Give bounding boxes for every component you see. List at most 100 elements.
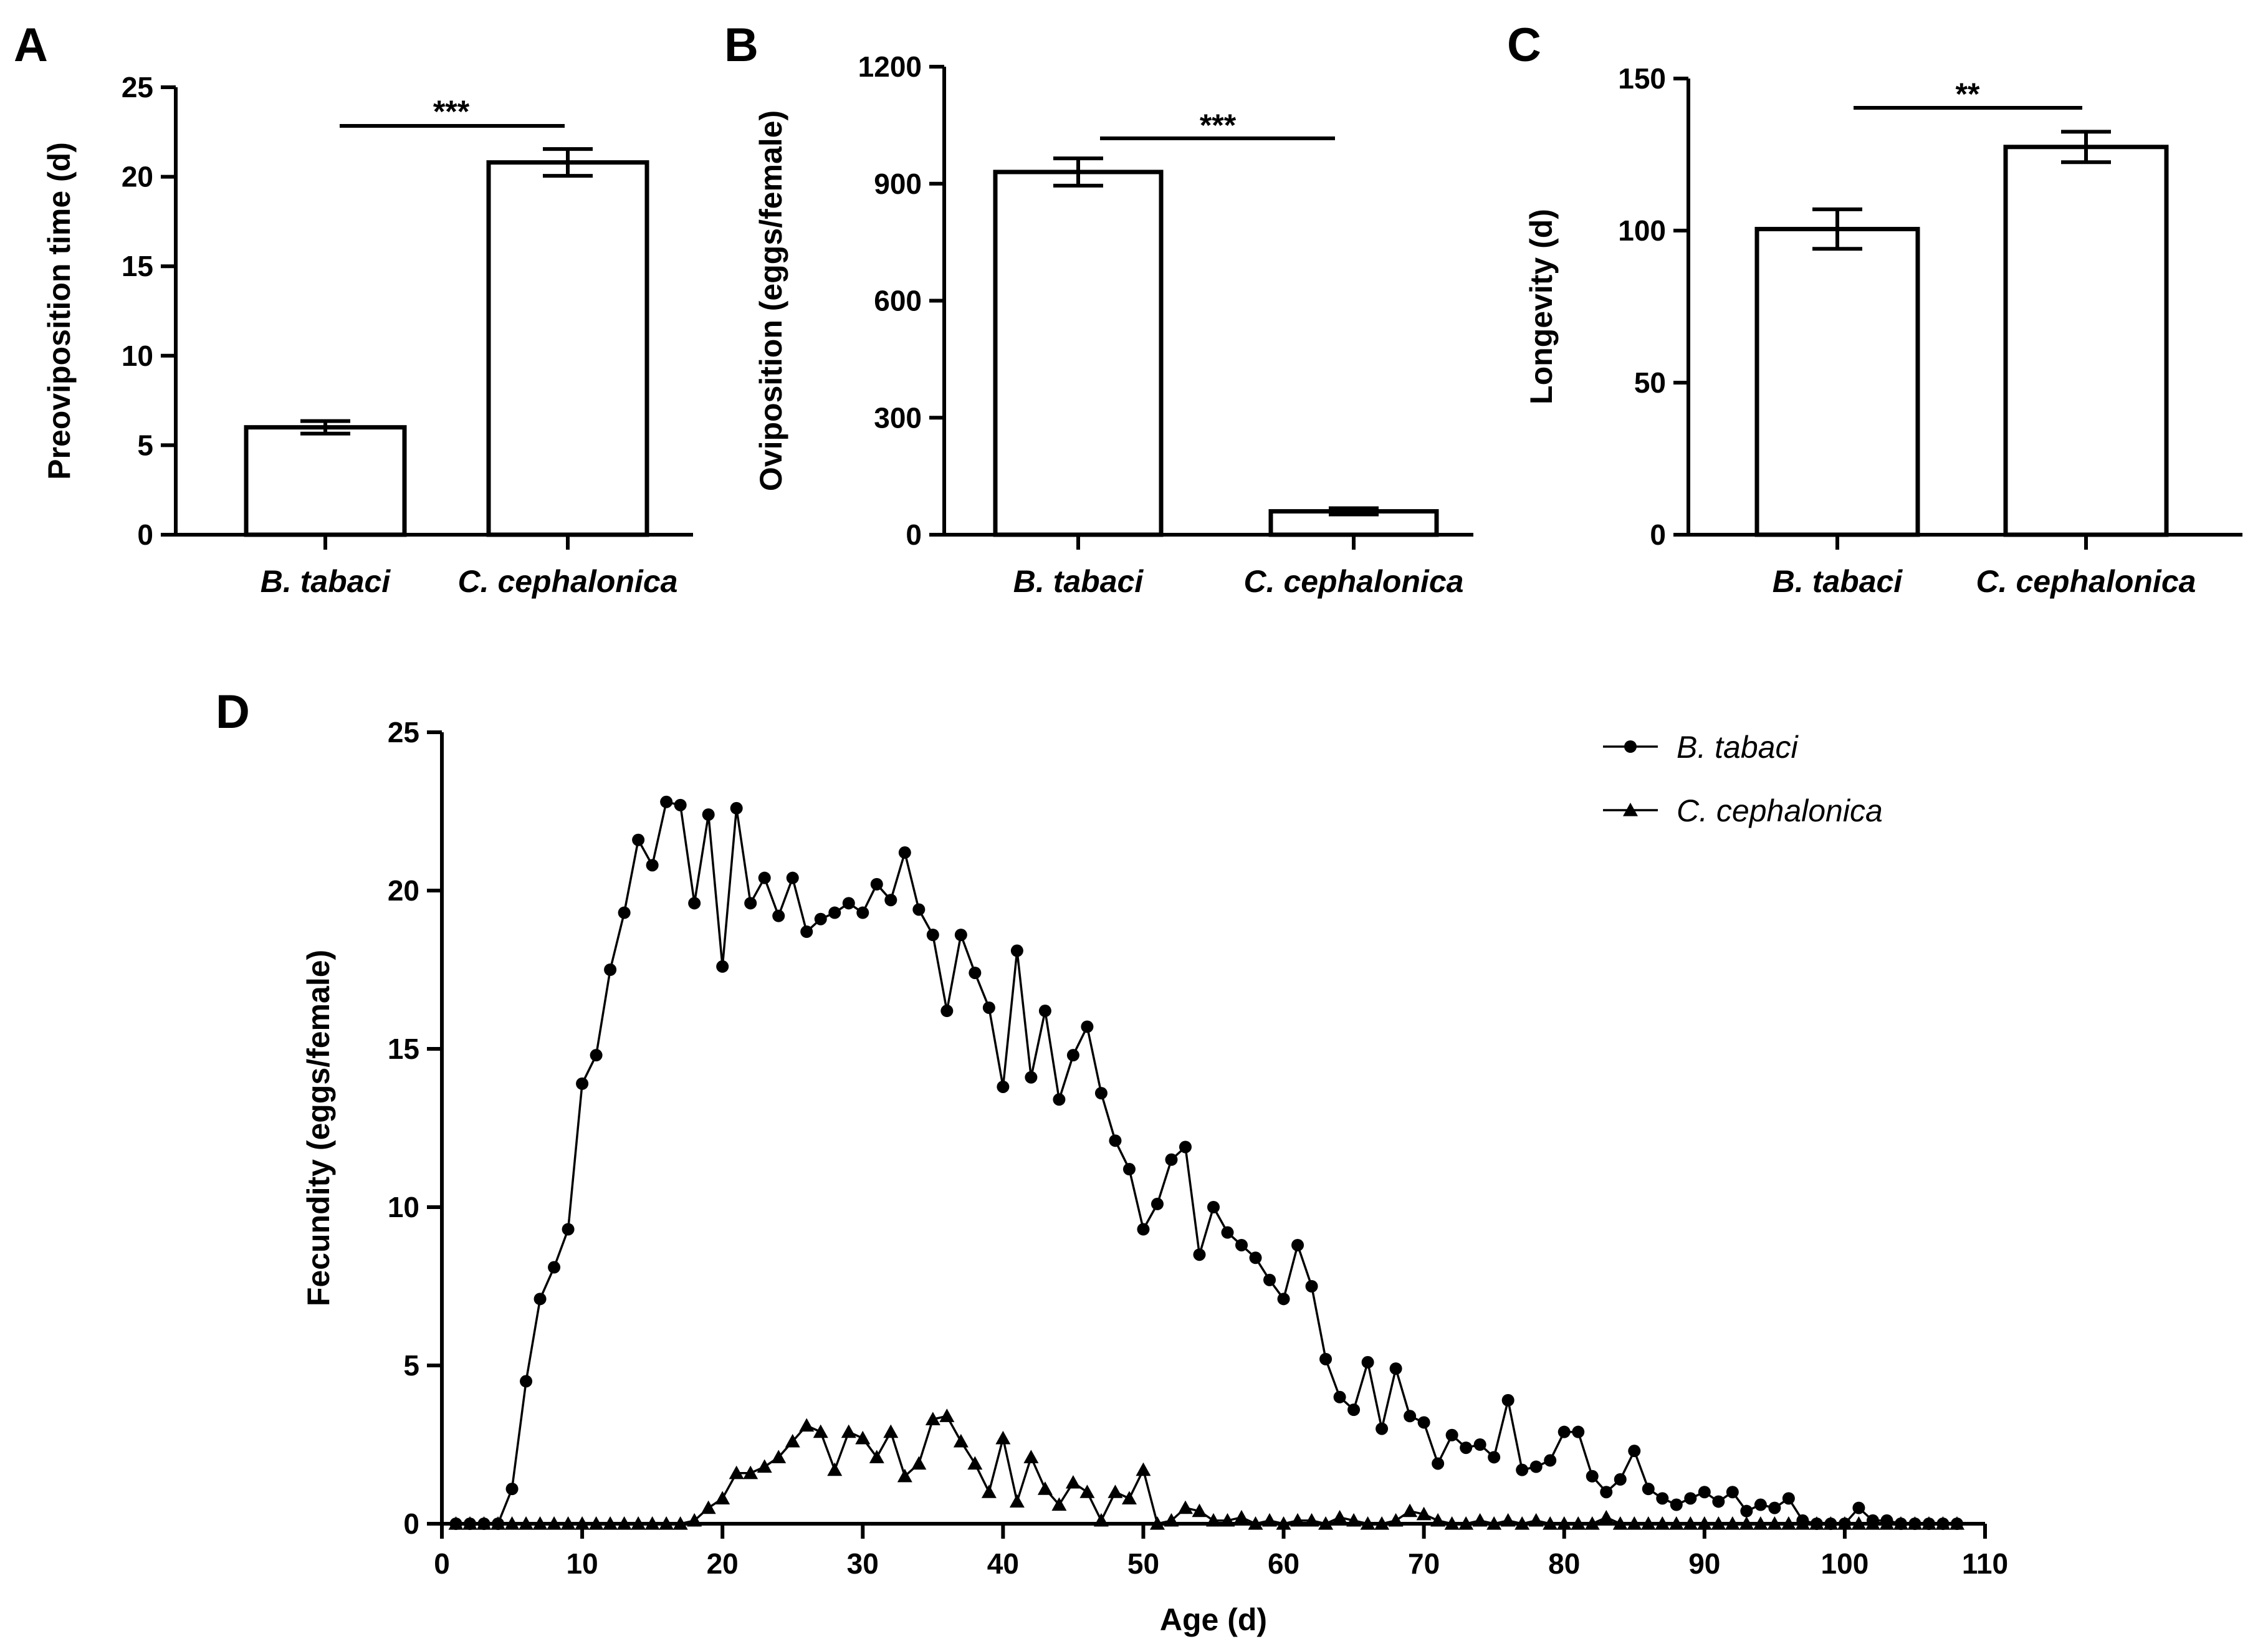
- data-point-c-cephalonica: [631, 1516, 646, 1530]
- data-point-c-cephalonica: [1037, 1481, 1053, 1495]
- data-point-c-cephalonica: [1023, 1450, 1039, 1463]
- data-point-b-tabaci: [1376, 1422, 1389, 1435]
- data-point-b-tabaci: [1235, 1238, 1248, 1251]
- data-point-c-cephalonica: [1711, 1516, 1726, 1530]
- data-point-b-tabaci: [1109, 1134, 1122, 1147]
- data-point-b-tabaci: [1053, 1093, 1066, 1106]
- data-point-c-cephalonica: [1065, 1475, 1081, 1489]
- data-point-b-tabaci: [856, 906, 869, 919]
- category-label: B. tabaci: [1013, 564, 1144, 599]
- data-point-b-tabaci: [716, 960, 729, 973]
- data-point-b-tabaci: [1740, 1504, 1753, 1518]
- data-point-c-cephalonica: [1514, 1516, 1530, 1530]
- data-point-c-cephalonica: [1276, 1516, 1291, 1530]
- y-tick-label: 600: [874, 285, 922, 317]
- legend-label: C. cephalonica: [1677, 793, 1883, 828]
- data-point-b-tabaci: [1557, 1425, 1571, 1438]
- data-point-c-cephalonica: [504, 1516, 520, 1530]
- data-point-c-cephalonica: [1220, 1513, 1235, 1527]
- data-point-c-cephalonica: [925, 1412, 940, 1425]
- data-point-b-tabaci: [1277, 1293, 1290, 1306]
- data-point-c-cephalonica: [1290, 1513, 1306, 1527]
- data-point-c-cephalonica: [616, 1516, 632, 1530]
- data-point-b-tabaci: [1165, 1153, 1178, 1166]
- data-point-b-tabaci: [969, 967, 982, 980]
- y-axis-title-c: Longevity (d): [1524, 209, 1559, 404]
- x-tick-label: 40: [987, 1547, 1019, 1580]
- data-point-c-cephalonica: [1543, 1516, 1558, 1530]
- category-label: B. tabaci: [1773, 564, 1903, 599]
- significance-stars: **: [1956, 77, 1980, 112]
- data-point-b-tabaci: [1193, 1248, 1206, 1261]
- data-point-b-tabaci: [1404, 1410, 1417, 1423]
- data-point-c-cephalonica: [701, 1500, 716, 1514]
- x-tick-label: 70: [1408, 1547, 1440, 1580]
- y-tick-label: 0: [906, 519, 922, 551]
- data-point-c-cephalonica: [1093, 1513, 1109, 1527]
- data-point-b-tabaci: [1221, 1226, 1234, 1239]
- x-tick-label: 10: [567, 1547, 598, 1580]
- data-point-c-cephalonica: [813, 1424, 828, 1438]
- data-point-b-tabaci: [912, 903, 926, 916]
- data-point-b-tabaci: [870, 877, 883, 891]
- data-point-c-cephalonica: [659, 1516, 674, 1530]
- y-axis-title-a: Preoviposition time (d): [42, 142, 77, 480]
- y-tick-label: 300: [874, 401, 922, 434]
- data-point-c-cephalonica: [981, 1484, 997, 1498]
- data-point-b-tabaci: [730, 801, 743, 815]
- data-point-b-tabaci: [898, 846, 911, 859]
- data-point-c-cephalonica: [1696, 1516, 1712, 1530]
- data-point-b-tabaci: [1263, 1273, 1276, 1286]
- y-tick-label: 50: [1634, 366, 1666, 399]
- data-point-c-cephalonica: [729, 1465, 744, 1479]
- data-point-c-cephalonica: [1851, 1516, 1867, 1530]
- x-tick-label: 0: [434, 1547, 450, 1580]
- data-point-c-cephalonica: [1640, 1516, 1656, 1530]
- data-point-b-tabaci: [744, 897, 757, 910]
- category-label: C. cephalonica: [458, 564, 678, 599]
- x-tick-label: 50: [1127, 1547, 1159, 1580]
- y-tick-label: 20: [122, 161, 153, 193]
- panel-letter-c: C: [1507, 19, 1541, 72]
- data-point-c-cephalonica: [547, 1516, 562, 1530]
- data-point-b-tabaci: [1782, 1492, 1795, 1505]
- data-point-b-tabaci: [1010, 944, 1023, 957]
- data-point-c-cephalonica: [1556, 1516, 1572, 1530]
- data-point-b-tabaci: [1908, 1518, 1921, 1530]
- data-point-b-tabaci: [1922, 1518, 1935, 1530]
- data-point-b-tabaci: [1445, 1428, 1458, 1441]
- data-point-b-tabaci: [1866, 1514, 1879, 1527]
- data-point-c-cephalonica: [603, 1516, 618, 1530]
- data-point-c-cephalonica: [1248, 1516, 1263, 1530]
- y-tick-label: 0: [137, 519, 153, 551]
- data-point-b-tabaci: [1684, 1492, 1697, 1505]
- data-point-b-tabaci: [562, 1223, 575, 1236]
- data-point-c-cephalonica: [1416, 1506, 1432, 1521]
- category-label: C. cephalonica: [1976, 564, 2196, 599]
- data-point-c-cephalonica: [532, 1516, 548, 1530]
- y-tick-label: 0: [403, 1508, 419, 1540]
- x-axis-title-d: Age (d): [1160, 1602, 1267, 1637]
- data-point-b-tabaci: [842, 897, 855, 910]
- data-point-b-tabaci: [828, 906, 841, 919]
- data-point-c-cephalonica: [1304, 1513, 1319, 1527]
- data-point-b-tabaci: [1501, 1393, 1514, 1407]
- y-axis-title-d: Fecundity (eggs/female): [301, 950, 336, 1306]
- data-point-b-tabaci: [814, 912, 827, 925]
- data-point-b-tabaci: [1361, 1355, 1374, 1369]
- bar: [486, 160, 649, 537]
- data-point-b-tabaci: [1936, 1518, 1950, 1530]
- y-tick-label: 25: [122, 71, 153, 103]
- data-point-c-cephalonica: [1739, 1516, 1754, 1530]
- data-point-b-tabaci: [926, 929, 939, 942]
- data-point-c-cephalonica: [1599, 1509, 1614, 1524]
- data-point-b-tabaci: [1698, 1486, 1711, 1499]
- data-point-b-tabaci: [1333, 1390, 1346, 1403]
- data-point-b-tabaci: [632, 833, 645, 846]
- data-point-c-cephalonica: [827, 1462, 843, 1476]
- data-point-b-tabaci: [1516, 1463, 1529, 1476]
- x-tick-label: 80: [1548, 1547, 1580, 1580]
- data-point-c-cephalonica: [869, 1450, 884, 1463]
- data-point-b-tabaci: [1768, 1501, 1781, 1514]
- data-point-c-cephalonica: [1612, 1516, 1628, 1530]
